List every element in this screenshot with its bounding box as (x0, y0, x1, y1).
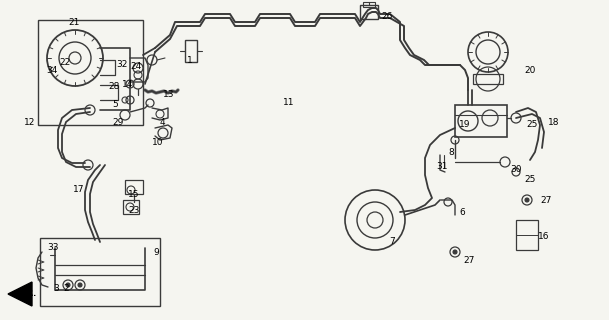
Text: 10: 10 (152, 138, 163, 147)
Bar (455, 105, 507, 137)
Text: 18: 18 (548, 118, 560, 127)
Polygon shape (8, 282, 32, 306)
Text: 15: 15 (128, 190, 139, 199)
Text: 24: 24 (130, 62, 141, 71)
Text: 22: 22 (59, 58, 70, 67)
Text: 34: 34 (46, 66, 57, 75)
Text: 33: 33 (47, 243, 58, 252)
Bar (40, 238, 160, 306)
Text: 3: 3 (53, 284, 58, 293)
Bar (360, 5, 378, 19)
Circle shape (66, 283, 70, 287)
Circle shape (525, 198, 529, 202)
Circle shape (78, 283, 82, 287)
Text: 23: 23 (128, 206, 139, 215)
Text: 28: 28 (108, 82, 119, 91)
Text: FR.: FR. (22, 289, 36, 298)
Text: 13: 13 (163, 90, 175, 99)
Text: 26: 26 (381, 12, 392, 21)
Text: 27: 27 (463, 256, 474, 265)
Text: 9: 9 (153, 248, 159, 257)
Text: 5: 5 (112, 100, 118, 109)
Text: 17: 17 (73, 185, 85, 194)
Text: 31: 31 (436, 162, 448, 171)
Text: 8: 8 (448, 148, 454, 157)
Text: 12: 12 (24, 118, 35, 127)
Text: 25: 25 (524, 175, 535, 184)
Bar (185, 40, 197, 62)
Text: 21: 21 (68, 18, 79, 27)
Bar (516, 220, 538, 250)
Text: 6: 6 (459, 208, 465, 217)
Text: 25: 25 (526, 120, 537, 129)
Text: 2: 2 (63, 284, 69, 293)
Text: 4: 4 (160, 118, 166, 127)
Text: 29: 29 (112, 118, 124, 127)
Text: 27: 27 (540, 196, 551, 205)
Bar (363, 2, 375, 7)
Text: 30: 30 (510, 165, 521, 174)
Circle shape (453, 250, 457, 254)
Text: 32: 32 (116, 60, 127, 69)
Bar (125, 180, 143, 194)
Text: 19: 19 (459, 120, 471, 129)
Text: 16: 16 (538, 232, 549, 241)
Text: 1: 1 (187, 56, 193, 65)
Text: 20: 20 (524, 66, 535, 75)
Bar (38, 20, 143, 125)
Text: 7: 7 (389, 237, 395, 246)
Bar (473, 74, 503, 84)
Bar (123, 200, 139, 214)
Text: 11: 11 (283, 98, 295, 107)
Text: 14: 14 (122, 80, 133, 89)
